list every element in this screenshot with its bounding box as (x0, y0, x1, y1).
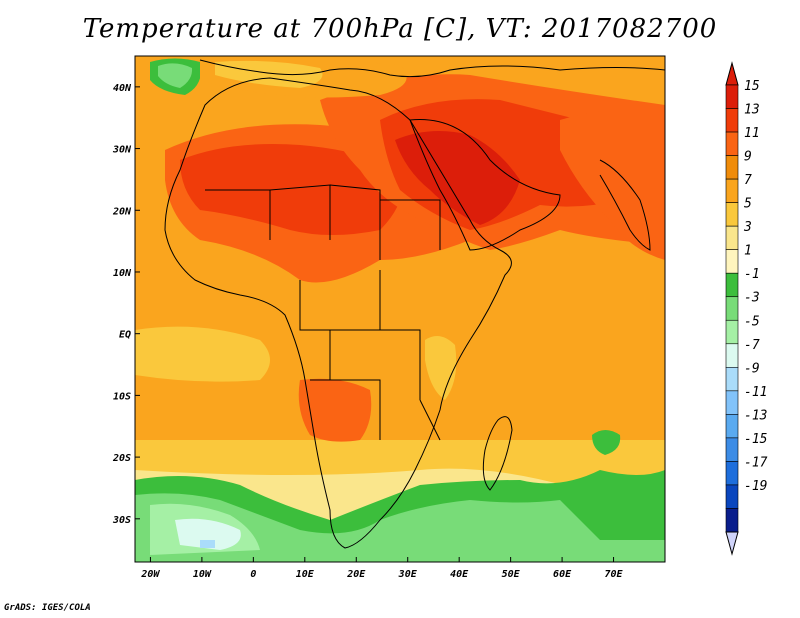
colorbar-box (725, 508, 739, 533)
colorbar-label: 11 (744, 126, 760, 141)
colorbar-box (725, 155, 739, 180)
colorbar-box (725, 178, 739, 203)
credit-text: GrADS: IGES/COLA (4, 603, 91, 613)
colorbar-top-arrow (725, 61, 739, 86)
lon-tick-label: 30E (398, 569, 418, 580)
lon-tick-label: 0 (250, 569, 256, 580)
colorbar-box (725, 319, 739, 345)
lon-tick-label: 60E (553, 569, 572, 580)
lon-tick-label: 70E (605, 569, 624, 580)
colorbar-box (725, 131, 739, 156)
colorbar-box (725, 484, 739, 509)
colorbar-box (725, 343, 739, 368)
lon-tick-label: 10W (193, 569, 212, 580)
colorbar-box (725, 84, 739, 109)
lon-tick-label: 10E (296, 569, 315, 580)
lat-tick-label: 40N (113, 83, 132, 94)
colorbar-bottom-arrow (725, 531, 739, 556)
lat-tick-label: 20N (112, 206, 132, 217)
lat-tick-label: 30N (112, 145, 132, 156)
colorbar-box (725, 296, 739, 321)
colorbar-box (725, 390, 739, 415)
colorbar-label: 13 (744, 103, 760, 118)
lat-tick-label: 10S (113, 391, 131, 402)
colorbar-label: 7 (744, 173, 752, 188)
colorbar-label: 3 (743, 220, 752, 235)
colorbar-box (725, 461, 739, 486)
colorbar-label: 9 (744, 150, 752, 165)
lon-tick-label: 40E (450, 569, 469, 580)
colorbar-boxes (725, 61, 739, 556)
colorbar-label: -11 (744, 385, 767, 400)
map-frame (134, 55, 666, 563)
colorbar-label: -15 (744, 432, 768, 447)
lat-tick-label: 30S (112, 515, 131, 526)
lat-tick-label: EQ (119, 330, 131, 341)
colorbar-label: -9 (744, 361, 760, 376)
colorbar-label: -7 (744, 338, 760, 353)
colorbar-label: -3 (744, 291, 760, 306)
lon-axis: 20W 10W 0 10E 20E 30E 40E 50E 60E 70E (140, 557, 624, 580)
map-title: Temperature at 700hPa [C], VT: 201708270… (82, 14, 718, 44)
lat-axis: 40N 30N 20N 10N EQ 10S 20S 30S (112, 83, 140, 526)
colorbar-labels: 15 13 11 9 7 5 3 1 -1 -3 -5 -7 -9 -11 -13 -15 -17 -19 (743, 79, 768, 494)
colorbar-box (725, 202, 739, 227)
colorbar-box (725, 437, 739, 462)
colorbar-label: -5 (744, 314, 760, 329)
colorbar-label: -17 (744, 455, 768, 470)
lat-tick-label: 10N (113, 268, 132, 279)
lat-tick-label: 20S (112, 453, 131, 464)
colorbar-box (725, 249, 739, 274)
colorbar-box (725, 367, 739, 392)
colorbar-label: 5 (744, 197, 752, 212)
colorbar-label: -13 (744, 408, 767, 423)
temperature-field (135, 56, 665, 562)
lon-tick-label: 20E (346, 569, 366, 580)
colorbar-label: 15 (744, 79, 760, 94)
lon-tick-label: 20W (140, 569, 160, 580)
colorbar-box (725, 108, 739, 133)
colorbar-box (725, 272, 739, 298)
colorbar-box (725, 225, 739, 250)
colorbar-label: -19 (744, 479, 767, 494)
coastlines (164, 59, 665, 549)
colorbar-label: 1 (744, 244, 752, 259)
colorbar-box (725, 414, 739, 439)
lon-tick-label: 50E (502, 569, 521, 580)
colorbar-label: -1 (744, 267, 760, 282)
